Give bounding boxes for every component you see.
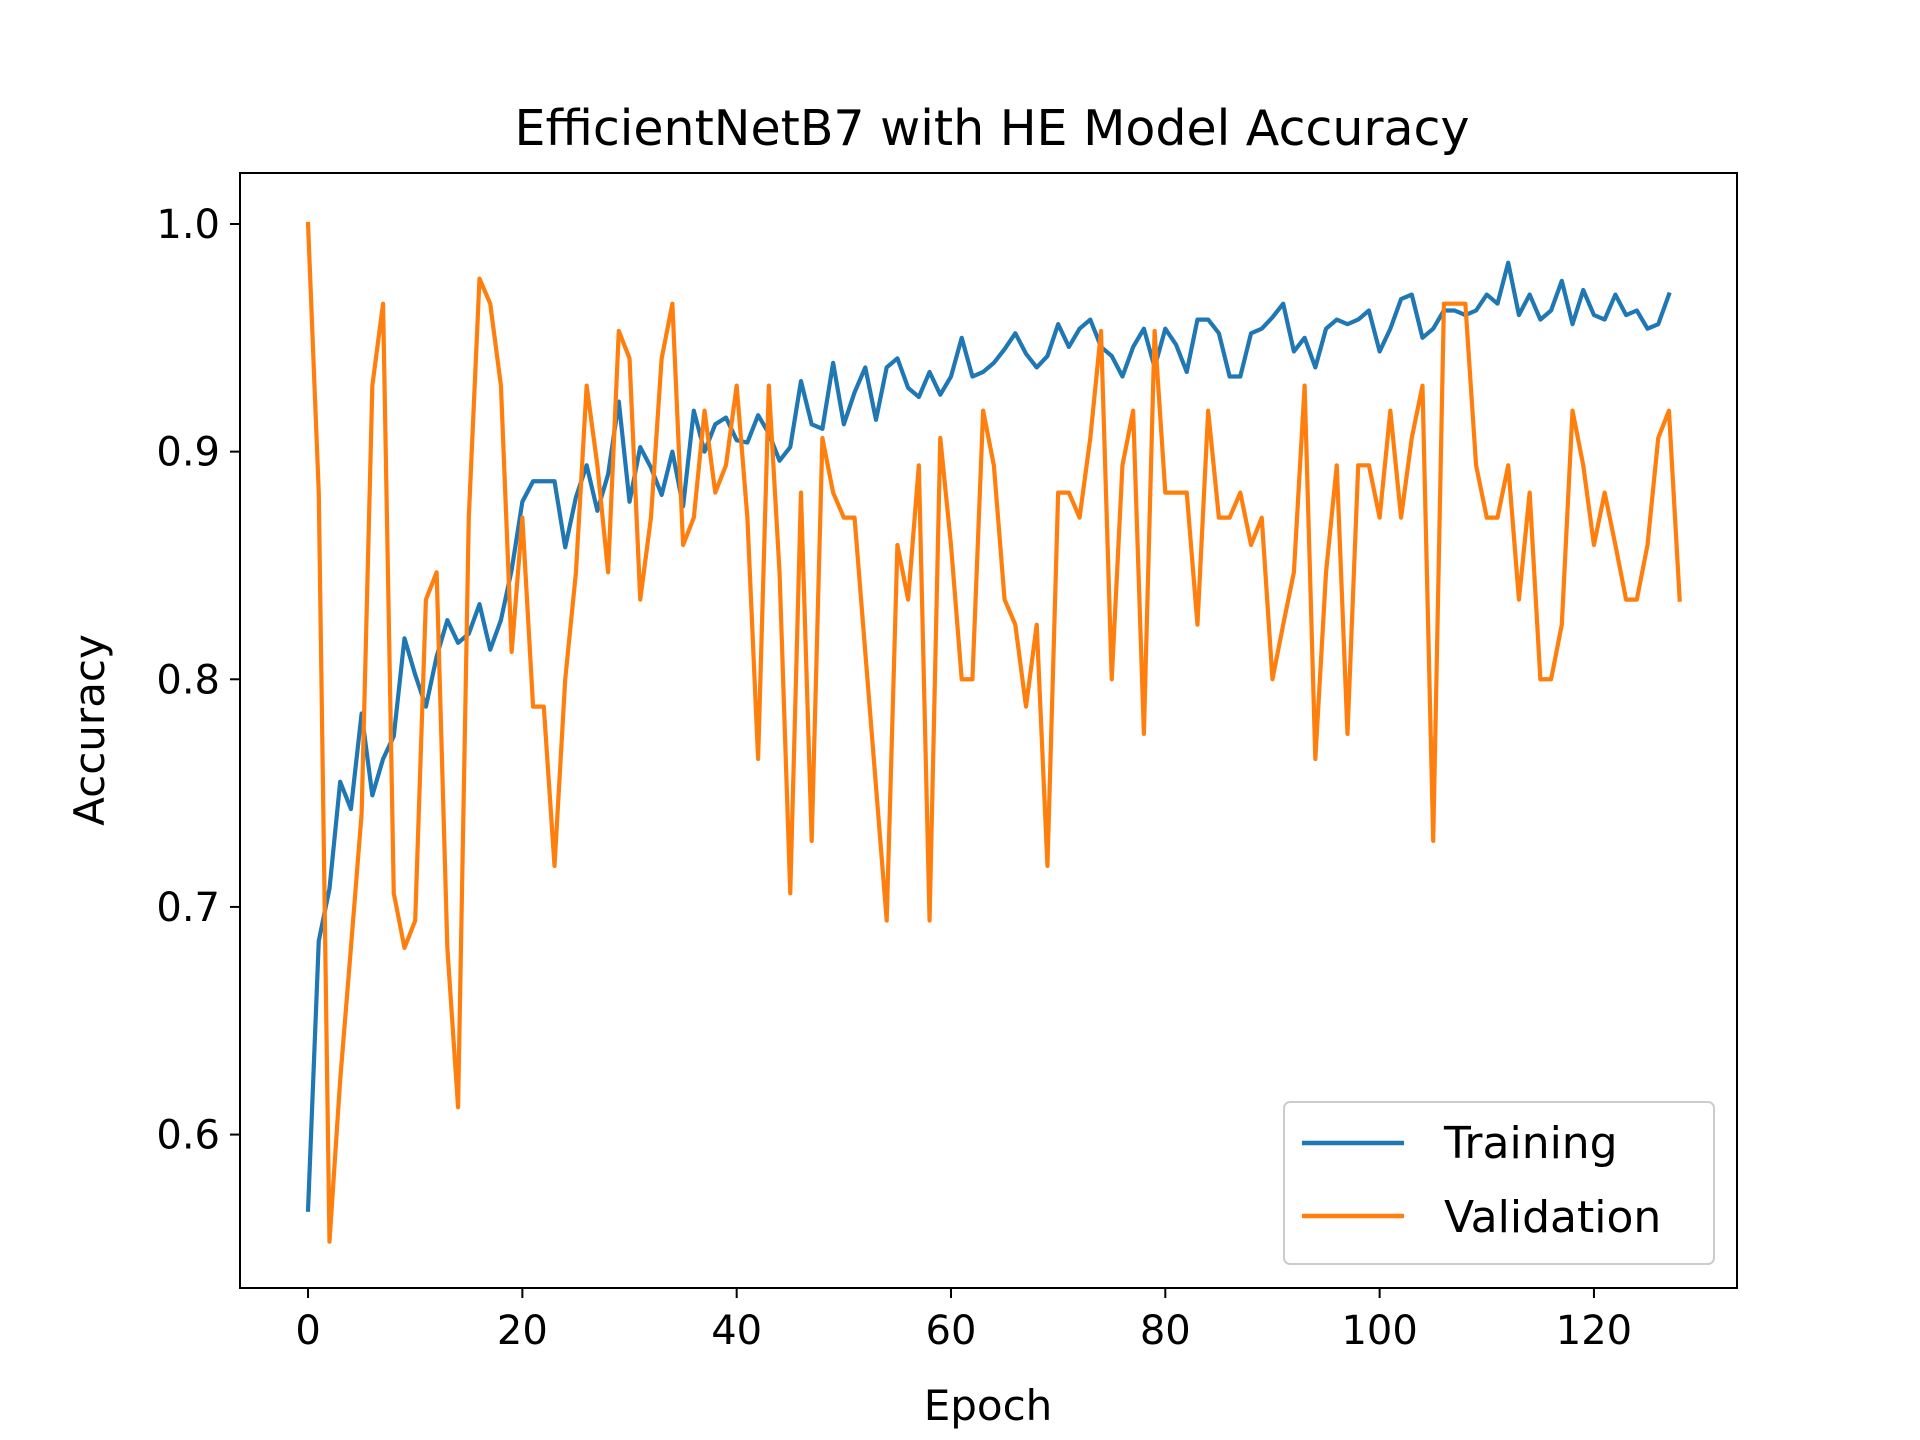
legend: Training Validation: [1283, 1101, 1715, 1265]
y-tick-label: 0.8: [156, 657, 220, 703]
x-tick-label: 60: [926, 1308, 977, 1354]
plot-area: [305, 221, 1682, 1244]
x-axis-label: Epoch: [924, 1381, 1053, 1430]
y-tick-label: 0.7: [156, 885, 220, 931]
x-tick-label: 0: [295, 1308, 320, 1354]
legend-label-validation: Validation: [1444, 1192, 1661, 1243]
x-tick-label: 80: [1140, 1308, 1191, 1354]
x-tick-label: 40: [711, 1308, 762, 1354]
y-axis: 0.6 0.7 0.8 0.9 1.0: [156, 202, 240, 1159]
series-line-validation: [305, 221, 1682, 1244]
x-tick-label: 120: [1556, 1308, 1632, 1354]
y-tick-label: 1.0: [156, 202, 220, 248]
y-axis-label: Accuracy: [65, 634, 114, 826]
legend-label-training: Training: [1443, 1118, 1618, 1169]
y-tick-label: 0.6: [156, 1113, 220, 1159]
x-axis: 0 20 40 60 80 100 120: [295, 1288, 1632, 1354]
chart-title: EfficientNetB7 with HE Model Accuracy: [515, 100, 1470, 157]
y-tick-label: 0.9: [156, 430, 220, 476]
axes-frame: [239, 172, 1738, 1289]
x-tick-label: 100: [1341, 1308, 1417, 1354]
x-tick-label: 20: [497, 1308, 548, 1354]
